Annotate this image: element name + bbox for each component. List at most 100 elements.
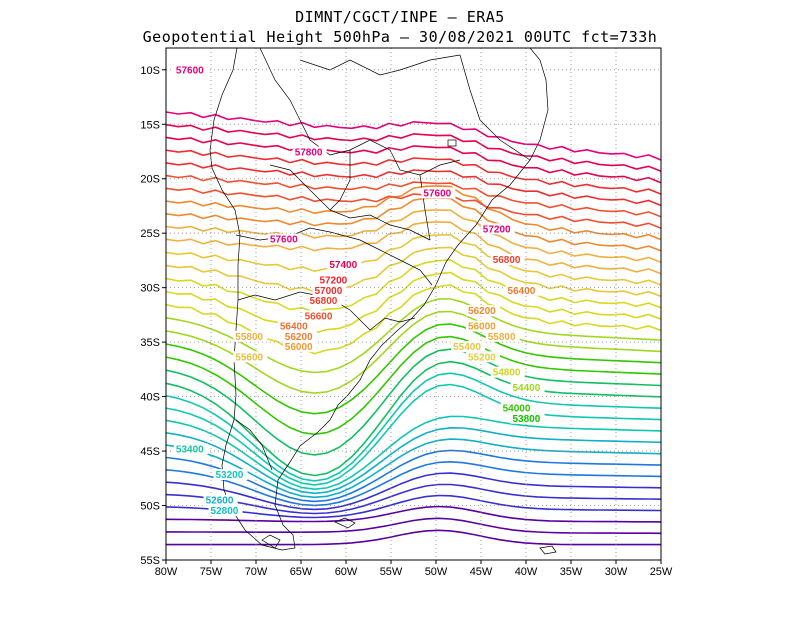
contour-line [166,185,661,241]
contour-line [166,348,661,456]
contour-label-bg [312,284,347,296]
contour-label-bg [173,64,208,76]
contour-label-bg [213,469,248,481]
lat-tick-label: 30S [140,283,160,295]
contour-line [166,383,661,486]
contour-line [166,494,661,519]
lat-tick-label: 15S [140,119,160,131]
contour-label-bg [490,366,525,378]
contour-line [166,259,661,314]
contour-line [166,197,661,252]
contour-label: 54800 [493,368,521,379]
contour-label-bg [233,351,268,363]
contour-label-bg [282,330,317,342]
contour-label: 53200 [216,470,244,481]
contour-label-bg [282,341,317,353]
contour-label: 52800 [211,506,239,517]
contour-line [166,472,661,511]
contour-line [166,246,661,298]
map-axes: 80W 75W 70W 65W 60W 55W 50W 45W 40W 35W 30W 25W 10S 1… [140,65,673,578]
lat-tick-label: 20S [140,174,160,186]
contour-line [166,310,661,394]
contour-line [166,174,661,218]
contour-line [166,209,661,264]
contour-line [166,426,661,495]
contour-line [166,221,661,275]
lon-tick-label: 70W [245,566,268,578]
contour-line [166,187,661,229]
lon-tick-label: 60W [335,566,358,578]
contour-label-bg [327,259,362,271]
contour-label-bg [421,187,456,199]
contour-label: 57200 [483,224,511,235]
map-title-line2: Geopotential Height 500hPa — 30/08/2021 … [142,28,658,46]
contour-label: 56000 [285,342,313,353]
contour-label: 56200 [468,306,496,317]
coastlines [209,48,557,555]
contour-label-bg [292,146,327,158]
contour-label: 57600 [423,188,451,199]
contour-label-bg [203,494,238,506]
contour-label-bg [500,402,535,414]
map-gridlines [166,48,661,560]
contour-label: 57000 [315,286,343,297]
contour-label-bg [490,254,525,266]
contour-label-bg [277,320,312,332]
contour-label: 56200 [285,332,313,343]
contour-label: 57400 [329,260,357,271]
contour-label: 55800 [488,332,516,343]
contour-label-bg [451,341,486,353]
contour-line [166,483,661,515]
lon-tick-label: 80W [155,566,178,578]
lat-tick-label: 50S [140,501,160,513]
contour-line [166,149,661,195]
contour-label-bg [465,320,500,332]
contour-line [166,233,661,286]
contour-label: 54400 [513,383,541,394]
contour-label: 56800 [493,255,521,266]
lat-tick-label: 25S [140,228,160,240]
contour-label: 56400 [508,286,536,297]
contour-line [166,162,661,207]
contour-label: 56800 [310,296,338,307]
lat-tick-label: 45S [140,446,160,458]
contour-label: 57600 [270,235,298,246]
lon-tick-label: 55W [380,566,403,578]
lat-tick-label: 35S [140,337,160,349]
contour-label-bg [302,310,337,322]
contour-label-bg [505,284,540,296]
contour-label-bg [510,382,545,394]
contour-line [166,284,661,355]
contour-label-bg [233,330,268,342]
contour-label: 56400 [280,322,308,333]
contour-label-bg [465,305,500,317]
lon-tick-label: 45W [470,566,493,578]
contour-label-bg [465,351,500,363]
map-title-line1: DIMNT/CGCT/INPE — ERA5 [295,8,505,26]
contour-label-bg [307,295,342,306]
contour-label: 57200 [319,276,347,287]
contour-label-bg [317,274,352,286]
contour-lines [166,111,661,546]
lon-tick-label: 25W [650,566,673,578]
lon-tick-label: 30W [605,566,628,578]
contour-line [166,323,661,415]
contour-label-bg [173,443,208,455]
contour-label-bg [480,223,515,235]
contour-line [166,449,661,503]
contour-label: 52600 [206,496,234,507]
contour-label-bg [208,504,243,516]
contour-label-bg [267,233,302,245]
lon-tick-label: 65W [290,566,313,578]
contour-label: 55400 [453,342,481,353]
contour-label: 55600 [235,352,263,363]
contour-label-bg [510,412,545,424]
lon-tick-label: 50W [425,566,448,578]
contour-line [166,415,661,491]
contour-line [166,529,661,546]
contour-line [166,517,661,535]
lon-tick-label: 75W [200,566,223,578]
contour-line [166,360,661,477]
lon-tick-label: 35W [560,566,583,578]
